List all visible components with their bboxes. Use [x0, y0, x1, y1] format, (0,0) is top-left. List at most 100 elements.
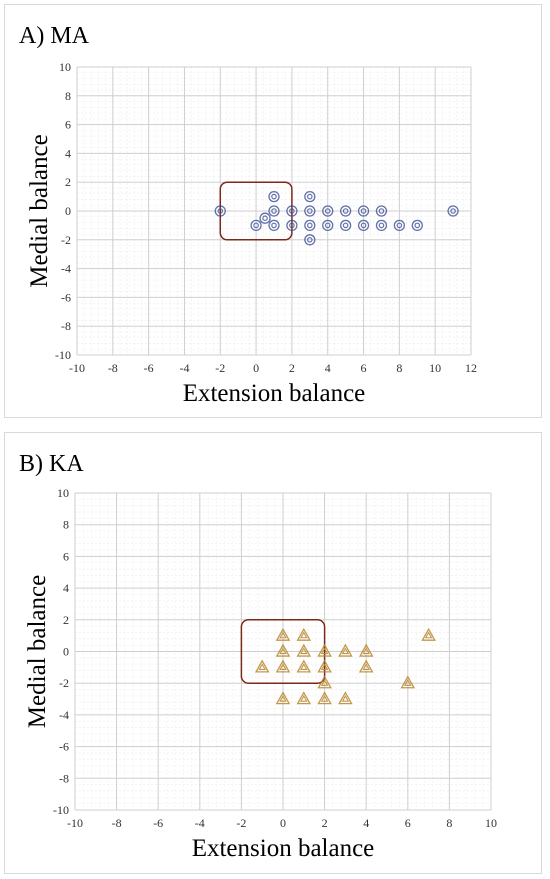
data-point [375, 205, 388, 217]
point-outer-triangle [317, 643, 332, 657]
data-point [357, 205, 370, 217]
point-inner-triangle [341, 647, 350, 655]
x-tick-label: 12 [465, 361, 477, 375]
data-point [268, 205, 280, 217]
x-tick-label: 6 [405, 816, 411, 830]
point-outer-ring [447, 205, 459, 217]
point-inner-ring [253, 222, 259, 229]
point-inner-triangle [362, 663, 370, 670]
point-outer-ring [268, 190, 280, 203]
x-tick-label: 8 [446, 816, 452, 830]
point-outer-ring [322, 219, 334, 232]
x-tick-label: 4 [363, 816, 369, 830]
point-outer-ring [304, 190, 316, 203]
point-inner-triangle [404, 679, 412, 686]
point-outer-ring [250, 219, 262, 232]
point-outer-ring [357, 205, 370, 217]
data-point [250, 219, 262, 232]
point-inner-triangle [258, 663, 266, 670]
y-tick-label: -10 [53, 803, 69, 817]
data-point [275, 659, 291, 673]
point-inner-triangle [300, 647, 308, 655]
y-axis-label: Medial balance [26, 134, 53, 287]
x-tick-label: -6 [153, 816, 163, 830]
y-tick-label: 2 [63, 613, 69, 627]
point-inner-ring [307, 237, 313, 243]
x-tick-label: -10 [67, 816, 83, 830]
y-tick-label: 2 [65, 175, 71, 189]
point-outer-triangle [358, 659, 374, 673]
x-tick-label: -8 [112, 816, 122, 830]
point-outer-triangle [275, 659, 291, 673]
y-tick-label: 0 [65, 204, 71, 218]
point-inner-triangle [300, 631, 308, 639]
point-inner-ring [450, 208, 456, 214]
point-inner-triangle [320, 663, 329, 670]
point-inner-triangle [279, 663, 287, 670]
chart-ma: -10 -8 -6 -4 -2 0 2 4 6 8 10 12 -10 -8 -6 -4 -2 0 2 4 6 8 10 Ex… [26, 60, 477, 407]
point-inner-ring [324, 208, 331, 214]
data-point [322, 219, 334, 232]
data-point [421, 627, 436, 641]
point-outer-triangle [400, 675, 416, 689]
data-point [317, 659, 332, 673]
point-outer-ring [393, 219, 406, 232]
y-tick-label: 8 [63, 518, 69, 532]
point-inner-ring [324, 222, 331, 229]
data-point [286, 205, 298, 217]
point-outer-triangle [317, 691, 332, 705]
x-tick-label: 2 [322, 816, 328, 830]
point-outer-triangle [338, 691, 353, 705]
point-outer-triangle [317, 675, 332, 689]
point-inner-triangle [279, 647, 287, 655]
point-inner-ring [307, 222, 313, 229]
y-tick-label: -10 [55, 348, 71, 362]
data-point [214, 205, 226, 217]
point-outer-ring [411, 219, 423, 232]
x-tick-label: 0 [280, 816, 286, 830]
x-axis-label: Extension balance [183, 380, 366, 407]
point-inner-ring [360, 208, 367, 214]
point-outer-ring [375, 219, 388, 232]
point-outer-ring [259, 212, 271, 224]
point-inner-triangle [320, 694, 329, 702]
data-point [338, 643, 353, 657]
data-point [317, 643, 332, 657]
x-tick-label: 10 [485, 816, 497, 830]
data-point [317, 675, 332, 689]
data-point [393, 219, 406, 232]
panel-title-ma: A) MA [19, 23, 89, 49]
point-inner-triangle [320, 647, 329, 655]
point-inner-ring [271, 208, 277, 214]
y-tick-label: 6 [65, 118, 71, 132]
point-outer-ring [304, 219, 316, 232]
data-point [275, 643, 291, 657]
point-outer-ring [304, 234, 316, 246]
point-outer-ring [286, 205, 298, 217]
data-point [286, 219, 298, 232]
y-tick-label: 6 [63, 549, 69, 563]
point-outer-ring [357, 219, 370, 232]
highlight-box [219, 181, 293, 241]
point-inner-ring [217, 208, 224, 214]
data-point [411, 219, 423, 232]
point-outer-triangle [296, 627, 312, 641]
point-inner-ring [378, 222, 385, 229]
point-inner-ring [360, 222, 367, 229]
x-tick-label: -8 [108, 361, 118, 375]
data-point [296, 659, 312, 673]
point-inner-ring [414, 222, 421, 229]
data-point [339, 219, 352, 232]
panel-title-ka: B) KA [19, 451, 84, 477]
data-point [268, 219, 280, 232]
point-inner-triangle [300, 663, 308, 670]
y-tick-label: -6 [59, 740, 69, 754]
point-outer-ring [304, 205, 316, 217]
x-tick-label: -2 [236, 816, 246, 830]
x-tick-label: 10 [429, 361, 441, 375]
y-tick-label: -8 [61, 319, 71, 333]
panel-ka: B) KA -10 -8 -6 -4 -2 0 2 4 6 8 10 -10 -8 -6 -4 -2 0 2 4 6 8… [4, 432, 542, 874]
point-inner-triangle [300, 694, 308, 702]
y-tick-label: 10 [59, 60, 71, 74]
data-point [304, 219, 316, 232]
